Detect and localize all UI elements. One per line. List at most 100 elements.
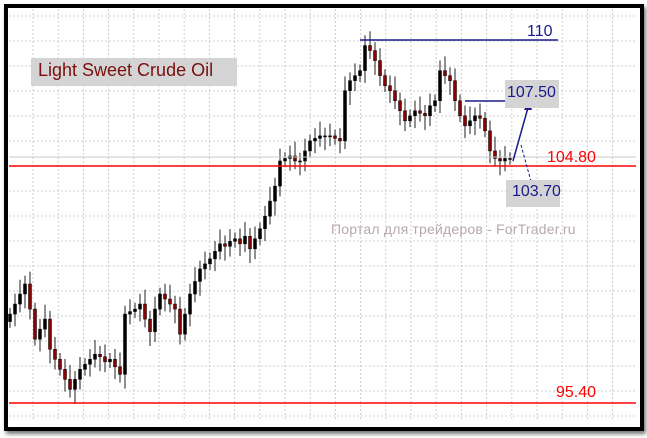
candle-body — [203, 263, 207, 270]
candle-body — [33, 308, 37, 340]
candle-body — [38, 328, 42, 340]
candle-body — [178, 308, 182, 335]
candle-body — [303, 150, 307, 162]
candle-body — [158, 293, 162, 310]
candle-body — [103, 356, 107, 363]
candle-body — [463, 115, 467, 127]
candle-body — [393, 90, 397, 101]
candle-body — [58, 359, 62, 370]
candle-body — [143, 303, 147, 320]
candle-body — [253, 238, 257, 250]
candle-body — [358, 70, 362, 76]
candle-body — [198, 268, 202, 282]
candle-body — [78, 369, 82, 380]
candle-body — [68, 379, 72, 390]
candle-body — [118, 366, 122, 375]
candle-body — [353, 75, 357, 81]
candle-body — [163, 293, 167, 300]
candle-body — [238, 238, 242, 245]
candle-body — [48, 318, 52, 350]
candle-body — [53, 348, 57, 360]
candle-body — [428, 105, 432, 117]
candle-body — [453, 80, 457, 101]
candle-body — [23, 283, 27, 295]
candle-body — [43, 318, 47, 330]
candle-body — [108, 359, 112, 363]
candle-body — [478, 115, 482, 119]
candle-body — [308, 140, 312, 152]
candle-body — [378, 60, 382, 76]
candle-body — [138, 303, 142, 310]
candle-body — [8, 313, 12, 322]
level-label-95-40: 95.40 — [556, 384, 597, 401]
chart-title: Light Sweet Crude Oil — [38, 60, 214, 80]
candle-body — [403, 110, 407, 122]
candle-body — [363, 45, 367, 71]
candle-body — [333, 135, 337, 139]
candle-body — [153, 308, 157, 332]
label-box-107-50 — [505, 80, 559, 108]
level-label-104-80: 104.80 — [547, 149, 596, 166]
watermark: Портал для трейдеров - ForTrader.ru — [331, 221, 576, 237]
candle-body — [183, 313, 187, 335]
candle-body — [323, 135, 327, 138]
candle-body — [63, 369, 67, 380]
candle-body — [373, 50, 377, 61]
up-arrow-line — [512, 103, 530, 162]
candle-body — [18, 293, 22, 305]
candle-body — [113, 359, 117, 368]
candle-body — [28, 283, 32, 310]
candle-body — [268, 200, 272, 217]
candle-body — [98, 354, 102, 358]
candle-body — [388, 85, 392, 91]
candle-body — [338, 138, 342, 142]
candle-body — [383, 75, 387, 86]
candle-body — [188, 293, 192, 315]
candle-body — [493, 150, 497, 159]
candle-body — [258, 228, 262, 240]
down-dashed-line — [520, 144, 533, 186]
candle-body — [443, 70, 447, 76]
title-background — [31, 58, 237, 86]
candle-body — [13, 303, 17, 315]
candle-body — [318, 135, 322, 139]
candle-body — [193, 281, 197, 295]
candle-body — [498, 158, 502, 162]
candle-body — [298, 160, 302, 163]
candle-body — [73, 379, 77, 390]
candle-body — [213, 251, 217, 260]
candles — [8, 31, 512, 404]
candle-body — [398, 100, 402, 112]
candle-body — [228, 241, 232, 247]
candle-body — [438, 70, 442, 101]
candle-body — [423, 113, 427, 117]
candle-body — [483, 118, 487, 132]
candle-body — [448, 75, 452, 81]
candle-body — [148, 318, 152, 332]
candle-body — [88, 359, 92, 365]
candle-body — [473, 115, 477, 122]
candle-body — [293, 155, 297, 162]
candle-body — [508, 158, 512, 160]
candle-body — [208, 258, 212, 265]
candle-body — [218, 243, 222, 252]
candle-body — [263, 215, 267, 229]
candle-body — [278, 160, 282, 187]
label-box-103-70 — [506, 180, 560, 207]
level-label-110: 110 — [527, 23, 553, 40]
candle-body — [433, 100, 437, 107]
level-label-107-50: 107.50 — [507, 84, 556, 101]
candle-body — [468, 120, 472, 127]
candle-body — [243, 236, 247, 245]
candle-body — [248, 236, 252, 250]
candle-body — [168, 298, 172, 305]
candle-body — [368, 45, 372, 51]
candle-body — [413, 110, 417, 117]
level-label-103-70: 103.70 — [512, 183, 561, 200]
candle-body — [223, 243, 227, 247]
candle-body — [133, 308, 137, 312]
candle-body — [458, 100, 462, 117]
candle-body — [328, 135, 332, 138]
candle-body — [128, 311, 132, 315]
candle-body — [503, 158, 507, 162]
